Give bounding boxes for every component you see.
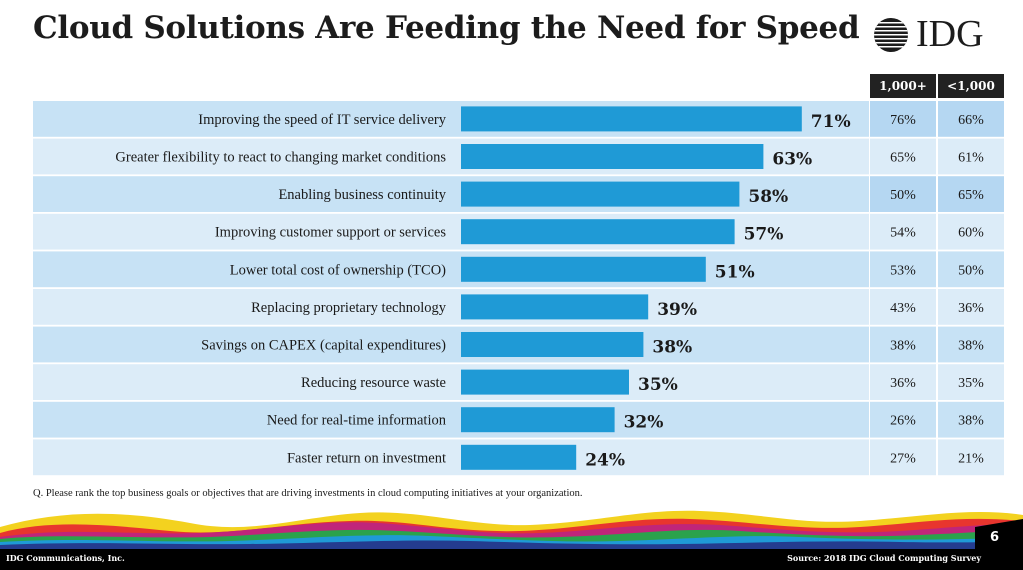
idg-logo: IDG	[870, 12, 998, 56]
footer-source: Source: 2018 IDG Cloud Computing Survey	[787, 553, 981, 563]
large-company-value: 27%	[890, 451, 916, 466]
small-company-value: 36%	[958, 301, 984, 316]
bar-value-label: 38%	[652, 338, 692, 358]
small-company-value: 60%	[958, 226, 984, 241]
cell-background	[938, 176, 1004, 212]
bar	[461, 144, 764, 169]
cell-background	[870, 401, 936, 438]
large-company-value: 43%	[890, 301, 916, 316]
category-label: Enabling business continuity	[278, 187, 446, 203]
footer-band	[0, 505, 1023, 570]
row-background	[33, 326, 869, 363]
bar-value-label: 57%	[744, 225, 784, 245]
small-company-value: 50%	[958, 263, 984, 278]
cell-background	[870, 138, 936, 175]
cell-background	[938, 401, 1004, 438]
cell-background	[938, 251, 1004, 288]
cell-background	[870, 176, 936, 212]
column-header-small: <1,000	[938, 74, 1004, 98]
large-company-value: 53%	[890, 263, 916, 278]
bar	[461, 294, 649, 320]
bar-value-label: 24%	[585, 450, 625, 470]
row-background	[33, 439, 869, 476]
cell-background	[938, 138, 1004, 175]
large-company-value: 26%	[890, 414, 916, 429]
globe-icon	[874, 18, 908, 52]
small-company-value: 38%	[958, 414, 984, 429]
cell-background	[870, 289, 936, 325]
category-label: Need for real-time information	[267, 413, 447, 429]
large-company-value: 76%	[890, 113, 916, 128]
page-title: Cloud Solutions Are Feeding the Need for…	[33, 10, 860, 46]
cell-background	[938, 364, 1004, 400]
small-company-value: 61%	[958, 151, 984, 166]
category-label: Greater flexibility to react to changing…	[115, 150, 446, 166]
column-header-large: 1,000+	[870, 74, 936, 98]
cell-background	[870, 364, 936, 400]
cell-background	[870, 439, 936, 476]
bar-value-label: 63%	[772, 150, 812, 170]
category-label: Lower total cost of ownership (TCO)	[230, 262, 446, 278]
cell-background	[938, 213, 1004, 250]
bar	[461, 407, 615, 433]
bar	[461, 256, 706, 282]
cell-background	[870, 326, 936, 363]
large-company-value: 65%	[890, 151, 916, 166]
cell-background	[870, 213, 936, 250]
cell-background	[938, 101, 1004, 137]
bar	[461, 369, 629, 395]
small-company-value: 35%	[958, 376, 984, 391]
category-label: Reducing resource waste	[301, 375, 446, 391]
bar-value-label: 32%	[624, 413, 664, 433]
category-label: Faster return on investment	[287, 450, 446, 466]
row-background	[33, 401, 869, 438]
logo-text: IDG	[916, 13, 984, 55]
cell-background	[938, 326, 1004, 363]
bar	[461, 332, 644, 357]
small-company-value: 38%	[958, 339, 984, 354]
survey-question: Q. Please rank the top business goals or…	[33, 488, 583, 499]
footer-company: IDG Communications, Inc.	[6, 553, 125, 563]
bar	[461, 106, 802, 132]
cell-background	[938, 289, 1004, 325]
bar-value-label: 71%	[811, 112, 851, 132]
bar-value-label: 58%	[748, 187, 788, 207]
bar	[461, 219, 735, 245]
cell-background	[938, 439, 1004, 476]
bar-value-label: 35%	[638, 375, 678, 395]
bar-value-label: 51%	[715, 262, 755, 282]
row-background	[33, 364, 869, 400]
category-label: Improving customer support or services	[215, 225, 447, 241]
large-company-value: 50%	[890, 188, 916, 203]
large-company-value: 36%	[890, 376, 916, 391]
row-background	[33, 289, 869, 325]
bar-value-label: 39%	[657, 300, 697, 320]
row-background	[33, 251, 869, 288]
small-company-value: 66%	[958, 113, 984, 128]
small-company-value: 21%	[958, 451, 984, 466]
bar	[461, 181, 740, 207]
row-background	[33, 176, 869, 212]
large-company-value: 54%	[890, 226, 916, 241]
cell-background	[870, 251, 936, 288]
cell-background	[870, 101, 936, 137]
large-company-value: 38%	[890, 339, 916, 354]
category-label: Improving the speed of IT service delive…	[198, 112, 447, 128]
category-label: Savings on CAPEX (capital expenditures)	[201, 338, 446, 354]
page-number: 6	[990, 530, 1000, 545]
small-company-value: 65%	[958, 188, 984, 203]
bar	[461, 444, 577, 470]
category-label: Replacing proprietary technology	[251, 300, 447, 316]
